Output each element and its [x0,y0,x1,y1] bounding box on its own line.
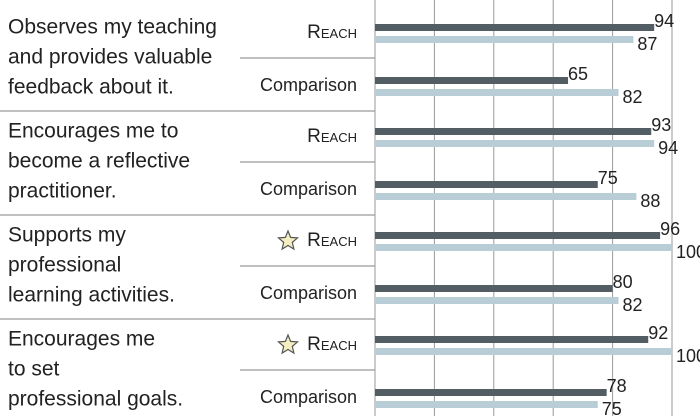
value-label: 88 [640,191,660,211]
bar [375,336,649,343]
row-label: Comparison [260,283,357,303]
bar [375,36,634,43]
row-label: Comparison [260,75,357,95]
bar [375,89,619,96]
row-label: Reach [307,230,357,251]
row-label: Comparison [260,387,357,407]
bar [375,285,613,292]
bar [375,193,637,200]
bar [375,389,607,396]
star-icon [277,333,299,355]
question-text: Encourages me to [8,120,178,143]
bar [375,348,672,355]
bar [375,232,661,239]
bar [375,297,619,304]
bar [375,401,598,408]
star-icon [277,229,299,251]
value-label: 78 [607,376,627,396]
value-label: 87 [637,34,657,54]
value-label: 96 [660,219,680,239]
question-text: to set [8,358,60,381]
value-label: 75 [602,399,622,416]
value-label: 65 [568,64,588,84]
row-label: Reach [307,22,357,43]
question-text: practitioner. [8,180,117,203]
question-text: professional [8,254,121,277]
value-label: 92 [648,323,668,343]
value-label: 82 [623,295,643,315]
question-text: feedback about it. [8,76,174,99]
question-text: Observes my teaching [8,16,217,39]
value-label: 82 [623,87,643,107]
question-text: Encourages me [8,328,155,351]
value-label: 93 [651,115,671,135]
bar [375,140,655,147]
value-label: 80 [613,272,633,292]
question-text: learning activities. [8,284,175,307]
bar [375,181,598,188]
value-label: 75 [598,168,618,188]
question-text: Supports my [8,224,126,247]
value-label: 94 [658,138,678,158]
question-text: professional goals. [8,388,183,411]
row-label: Comparison [260,179,357,199]
value-label: 94 [654,11,674,31]
row-label: Reach [307,334,357,355]
row-label: Reach [307,126,357,147]
value-label: 100 [676,242,700,262]
value-label: 100 [676,346,700,366]
bar [375,24,655,31]
bar [375,244,672,251]
question-text: become a reflective [8,150,190,173]
bar [375,77,569,84]
question-text: and provides valuable [8,46,212,69]
bar [375,128,652,135]
